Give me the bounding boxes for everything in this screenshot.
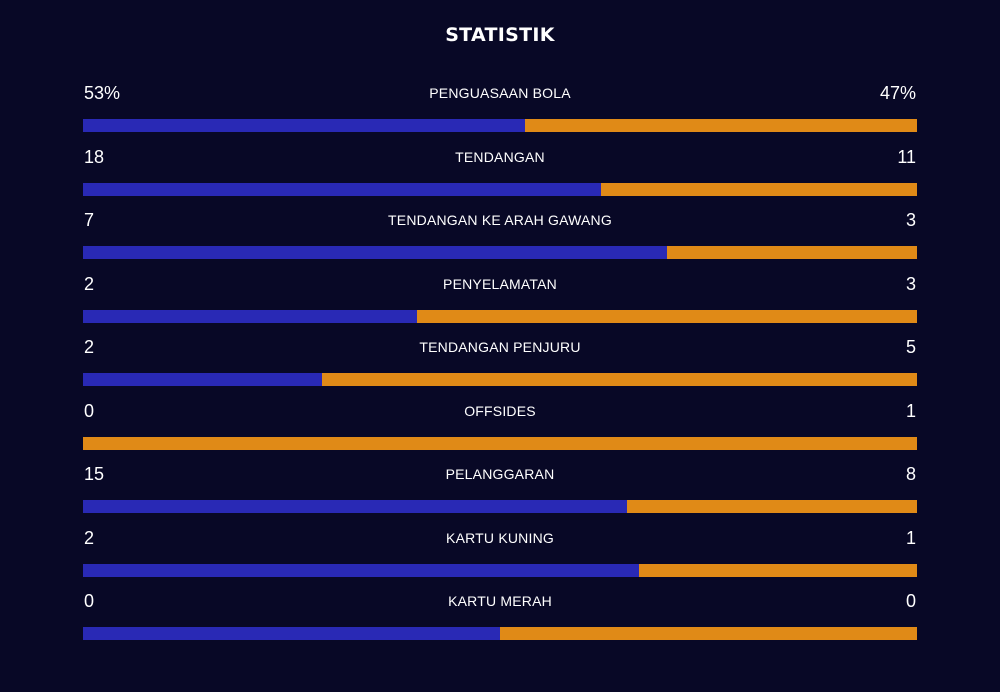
stat-row: 0 OFFSIDES 1 (83, 399, 917, 463)
stat-name: PENYELAMATAN (443, 275, 557, 292)
home-value: 2 (84, 527, 95, 548)
stats-list: 53% PENGUASAAN BOLA 47% 18 TENDANGAN 11 7 TENDA… (83, 81, 917, 653)
stat-labels: 15 PELANGGARAN 8 (83, 462, 917, 486)
home-value: 0 (84, 400, 95, 421)
stat-labels: 7 TENDANGAN KE ARAH GAWANG 3 (83, 208, 917, 232)
away-value: 5 (905, 337, 916, 357)
away-value: 3 (905, 273, 916, 294)
stat-name: TENDANGAN PENJURU (419, 339, 581, 355)
away-bar-segment (600, 182, 917, 196)
home-value: 7 (84, 210, 95, 230)
home-bar-segment (83, 246, 667, 259)
away-bar-segment (639, 563, 917, 577)
home-bar-segment (83, 627, 500, 640)
home-bar-segment (83, 373, 322, 386)
stat-labels: 0 KARTU MERAH 0 (83, 589, 917, 613)
away-bar-segment (666, 246, 917, 259)
away-bar-segment (416, 309, 917, 323)
stat-row: 2 KARTU KUNING 1 (83, 526, 917, 590)
stat-row: 15 PELANGGARAN 8 (83, 462, 917, 526)
stat-row: 7 TENDANGAN KE ARAH GAWANG 3 (83, 208, 917, 272)
away-bar-segment (500, 627, 917, 640)
stat-row: 2 TENDANGAN PENJURU 5 (83, 335, 917, 399)
away-bar-segment (83, 436, 917, 450)
stat-name: OFFSIDES (464, 402, 536, 419)
comparison-bar (83, 182, 917, 196)
away-value: 1 (905, 527, 916, 548)
away-value: 3 (905, 210, 916, 230)
away-value: 47% (879, 83, 916, 103)
home-bar-segment (83, 563, 640, 577)
comparison-bar (83, 627, 917, 640)
away-bar-segment (525, 119, 917, 132)
home-bar-segment (83, 119, 526, 132)
comparison-bar (83, 309, 917, 323)
away-value: 1 (905, 400, 916, 421)
panel-title: STATISTIK (445, 24, 555, 46)
comparison-bar (83, 563, 917, 577)
comparison-bar (83, 246, 917, 259)
stat-labels: 53% PENGUASAAN BOLA 47% (83, 81, 917, 105)
stat-row: 0 KARTU MERAH 0 (83, 589, 917, 653)
away-value: 0 (905, 591, 916, 611)
home-value: 15 (84, 464, 105, 484)
stat-name: TENDANGAN (455, 148, 545, 165)
away-bar-segment (321, 373, 917, 386)
away-bar-segment (626, 500, 917, 513)
home-bar-segment (83, 182, 601, 196)
home-bar-segment (83, 309, 417, 323)
home-value: 18 (84, 146, 105, 167)
home-bar-segment (83, 500, 627, 513)
stat-labels: 2 PENYELAMATAN 3 (83, 272, 917, 296)
away-value: 11 (897, 146, 916, 167)
comparison-bar (83, 436, 917, 450)
stat-row: 18 TENDANGAN 11 (83, 145, 917, 209)
home-value: 53% (84, 83, 121, 103)
stat-row: 2 PENYELAMATAN 3 (83, 272, 917, 336)
away-value: 8 (905, 464, 916, 484)
home-value: 2 (84, 273, 95, 294)
comparison-bar (83, 373, 917, 386)
stat-row: 53% PENGUASAAN BOLA 47% (83, 81, 917, 145)
home-value: 2 (84, 337, 95, 357)
stat-labels: 0 OFFSIDES 1 (83, 399, 917, 423)
home-value: 0 (84, 591, 95, 611)
comparison-bar (83, 119, 917, 132)
stat-labels: 18 TENDANGAN 11 (83, 145, 917, 169)
stat-name: TENDANGAN KE ARAH GAWANG (388, 212, 612, 228)
stat-name: PENGUASAAN BOLA (429, 85, 571, 101)
stat-name: KARTU KUNING (446, 529, 554, 546)
comparison-bar (83, 500, 917, 513)
stat-labels: 2 TENDANGAN PENJURU 5 (83, 335, 917, 359)
stat-labels: 2 KARTU KUNING 1 (83, 526, 917, 550)
stat-name: PELANGGARAN (445, 466, 555, 482)
stat-name: KARTU MERAH (448, 593, 552, 609)
